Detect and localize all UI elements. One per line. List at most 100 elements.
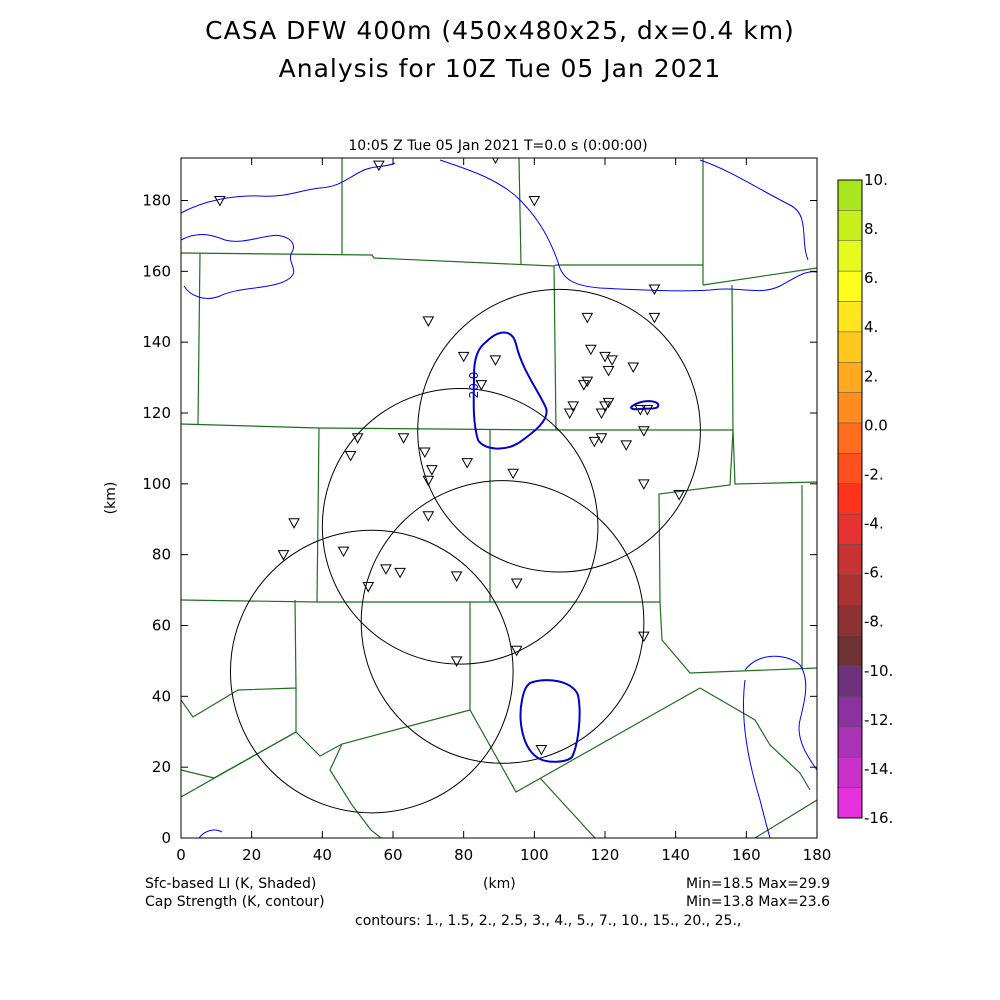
colorbar-label: 4. bbox=[864, 318, 878, 336]
station-marker bbox=[362, 582, 375, 593]
x-tick-label: 0 bbox=[176, 846, 186, 864]
map-title: CASA DFW 400m (450x480x25, dx=0.4 km) bbox=[205, 16, 795, 45]
colorbar-segment bbox=[837, 301, 863, 333]
y-tick-label: 140 bbox=[142, 333, 171, 351]
radar-ring bbox=[229, 529, 514, 814]
station-marker bbox=[641, 404, 654, 416]
x-tick-label: 160 bbox=[732, 846, 761, 864]
station-marker bbox=[510, 645, 523, 657]
station-marker bbox=[351, 433, 364, 444]
station-marker bbox=[510, 578, 523, 590]
y-tick-label: 180 bbox=[142, 192, 171, 210]
station-marker bbox=[450, 656, 463, 667]
x-tick-label: 120 bbox=[591, 846, 620, 864]
station-marker bbox=[577, 380, 590, 391]
y-tick-label: 60 bbox=[152, 617, 171, 635]
station-marker bbox=[489, 355, 502, 366]
station-marker bbox=[394, 567, 406, 579]
colorbar-segment bbox=[837, 574, 863, 606]
colorbar-label: 10. bbox=[864, 171, 888, 189]
station-markers bbox=[214, 158, 686, 756]
colorbar-label: 0.0 bbox=[864, 416, 888, 434]
x-tick-label: 100 bbox=[520, 846, 549, 864]
y-tick-label: 0 bbox=[161, 829, 171, 847]
radar-ring bbox=[417, 288, 701, 573]
cap-strength-contours bbox=[472, 331, 660, 763]
county-boundaries bbox=[181, 158, 817, 838]
station-marker bbox=[380, 564, 392, 575]
station-marker bbox=[426, 465, 438, 476]
colorbar-segment bbox=[837, 635, 863, 667]
y-axis-label: (km) bbox=[103, 482, 119, 515]
station-marker bbox=[397, 433, 410, 444]
station-marker bbox=[288, 518, 300, 529]
colorbar-label: -10. bbox=[864, 662, 893, 680]
station-marker bbox=[344, 451, 357, 462]
colorbar-segment bbox=[837, 513, 863, 545]
station-marker bbox=[450, 571, 463, 582]
x-tick-label: 180 bbox=[803, 846, 832, 864]
y-tick-label: 40 bbox=[152, 687, 171, 705]
station-marker bbox=[638, 631, 650, 643]
station-marker bbox=[337, 546, 350, 558]
contour-label: 20.0 bbox=[467, 372, 481, 399]
station-marker bbox=[535, 744, 548, 756]
station-marker bbox=[606, 355, 618, 366]
map-layers: 20.0 bbox=[181, 158, 817, 838]
station-marker bbox=[602, 397, 615, 409]
colorbar-segment bbox=[837, 179, 863, 211]
colorbar-segment bbox=[837, 696, 863, 728]
colorbar-segment bbox=[837, 422, 863, 454]
colorbar-segment bbox=[837, 270, 863, 302]
colorbar-label: -4. bbox=[864, 515, 884, 533]
footer-right-2: Min=13.8 Max=23.6 bbox=[686, 894, 831, 910]
colorbar-segment bbox=[837, 665, 863, 697]
footer-right-1: Min=18.5 Max=29.9 bbox=[686, 876, 831, 892]
footer-left-1: Sfc-based LI (K, Shaded) bbox=[145, 876, 317, 892]
y-tick-label: 100 bbox=[142, 475, 171, 493]
colorbar-label: -14. bbox=[864, 760, 893, 778]
colorbar-label: -2. bbox=[864, 465, 884, 483]
station-marker bbox=[585, 344, 597, 356]
station-marker bbox=[418, 447, 431, 458]
colorbar-segment bbox=[837, 362, 863, 393]
station-marker bbox=[595, 433, 608, 444]
station-marker bbox=[563, 408, 576, 420]
radar-ring bbox=[360, 480, 645, 764]
colorbar-segment bbox=[837, 240, 863, 272]
colorbar-segment bbox=[837, 453, 863, 485]
station-marker bbox=[457, 351, 470, 363]
station-marker bbox=[588, 436, 601, 448]
station-marker bbox=[422, 316, 435, 327]
x-tick-label: 40 bbox=[313, 846, 332, 864]
station-marker bbox=[599, 351, 611, 363]
footer-left-2: Cap Strength (K, contour) bbox=[145, 894, 325, 910]
station-marker bbox=[638, 426, 650, 437]
station-marker bbox=[581, 312, 594, 324]
station-marker bbox=[595, 408, 608, 420]
colorbar-label: -8. bbox=[864, 613, 884, 631]
map-subtitle: Analysis for 10Z Tue 05 Jan 2021 bbox=[278, 54, 722, 83]
footer-contours: contours: 1., 1.5, 2., 2.5, 3., 4., 5., … bbox=[355, 913, 742, 929]
x-tick-label: 140 bbox=[661, 846, 690, 864]
y-tick-label: 80 bbox=[152, 546, 171, 564]
x-tick-label: 80 bbox=[454, 846, 473, 864]
time-header: 10:05 Z Tue 05 Jan 2021 T=0.0 s (0:00:00… bbox=[348, 138, 647, 154]
colorbar-segment bbox=[837, 544, 863, 576]
station-marker bbox=[214, 196, 226, 207]
station-marker bbox=[673, 489, 686, 501]
station-marker bbox=[620, 440, 633, 451]
colorbar-segment bbox=[837, 483, 863, 515]
colorbar-label: 8. bbox=[864, 220, 878, 238]
station-marker bbox=[602, 366, 615, 377]
water-features bbox=[181, 159, 817, 838]
station-marker bbox=[648, 312, 661, 324]
station-marker bbox=[581, 376, 594, 388]
colorbar-label: -6. bbox=[864, 564, 884, 582]
station-marker bbox=[373, 160, 385, 172]
station-marker bbox=[634, 404, 647, 416]
station-marker bbox=[627, 362, 640, 373]
colorbar-segment bbox=[837, 726, 863, 758]
station-marker bbox=[528, 196, 541, 207]
